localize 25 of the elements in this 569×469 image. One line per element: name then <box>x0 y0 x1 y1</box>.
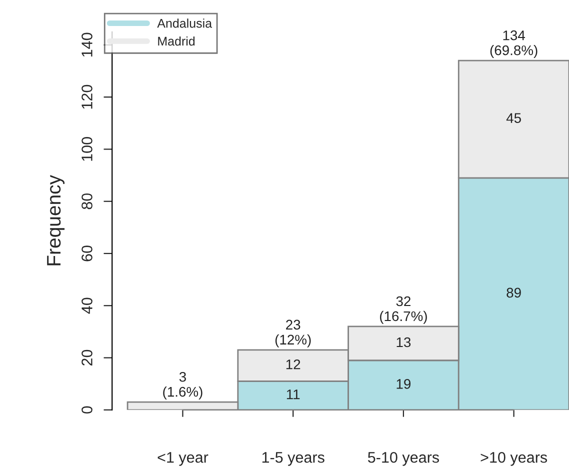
data-label: 11 <box>286 390 300 400</box>
y-tick-label: 100 <box>82 137 92 161</box>
y-tick-label: 140 <box>82 32 92 57</box>
total-label: 134 (69.8%) <box>490 30 538 58</box>
data-label: 45 <box>506 113 521 123</box>
data-label: 12 <box>286 359 300 370</box>
y-tick-label: 60 <box>82 246 92 262</box>
x-tick-label: <1 year <box>158 452 208 466</box>
y-tick-label: 0 <box>82 406 92 414</box>
total-label: 23 (12%) <box>275 320 311 348</box>
legend-label: Madrid <box>158 36 195 46</box>
x-tick-label: 1-5 years <box>262 452 324 466</box>
total-label: 32 (16.7%) <box>380 296 427 324</box>
y-tick-label: 40 <box>82 298 92 314</box>
x-tick-label: 5-10 years <box>368 452 439 466</box>
y-tick-label: 20 <box>82 350 92 366</box>
total-label: 3 (1.6%) <box>163 372 202 400</box>
data-label: 19 <box>396 379 411 389</box>
data-label: 13 <box>396 337 411 348</box>
y-axis-title: Frequency <box>47 175 65 266</box>
y-tick-label: 120 <box>82 84 92 109</box>
legend-label: Andalusia <box>157 18 212 28</box>
y-tick-label: 80 <box>82 193 92 210</box>
x-tick-label: >10 years <box>480 452 548 466</box>
data-label: 89 <box>506 288 521 298</box>
